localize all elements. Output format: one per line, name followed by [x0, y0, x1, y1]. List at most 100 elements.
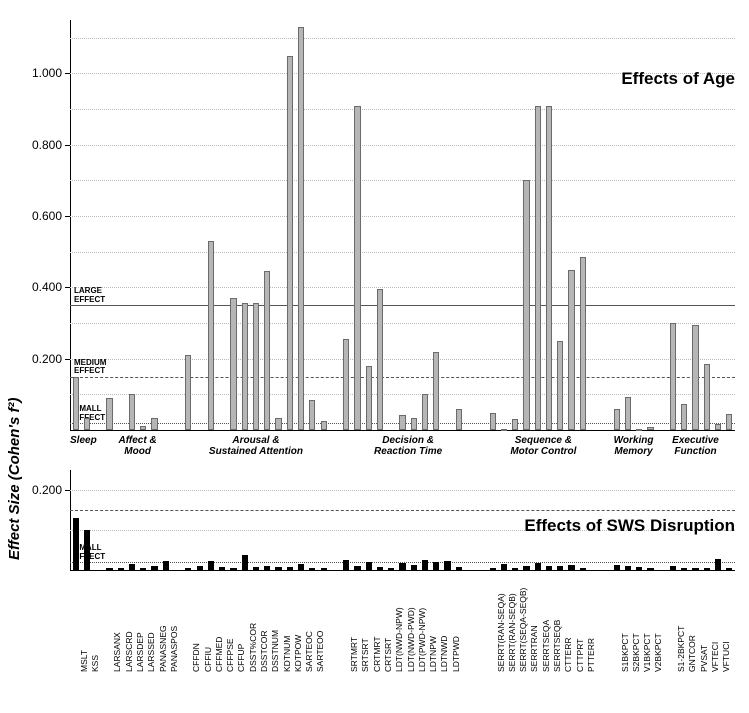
x-tick-label: PVSAT [699, 572, 709, 672]
sws-bar [73, 518, 79, 570]
age-bar [692, 325, 698, 430]
x-tick-label: CFFMED [214, 572, 224, 672]
x-tick-label: MSLT [79, 572, 89, 672]
x-tick-label: SERRT(SEQA-SEQB) [518, 572, 528, 672]
x-tick-label: SERRTRAN [529, 572, 539, 672]
sws-bar [681, 568, 687, 570]
age-bar [151, 418, 157, 430]
category-label: Arousal &Sustained Attention [183, 436, 330, 457]
age-bar [422, 394, 428, 430]
x-tick-label: CRTMRT [372, 572, 382, 672]
x-tick-label: V1BKPCT [642, 572, 652, 672]
sws-bar [501, 564, 507, 570]
x-tick-label: PANASNEG [158, 572, 168, 672]
age-bar [704, 364, 710, 430]
age-bar [490, 413, 496, 430]
x-tick-label: KDTNUM [282, 572, 292, 672]
age-bar [456, 409, 462, 430]
age-bar [343, 339, 349, 430]
sws-bar [197, 566, 203, 570]
x-tick-label: S1BKPCT [620, 572, 630, 672]
age-bar [253, 303, 259, 430]
x-tick-label: PTTERR [586, 572, 596, 672]
sws-bar [456, 567, 462, 570]
age-bar [84, 418, 90, 430]
sws-bar [309, 568, 315, 570]
sws-bar [287, 567, 293, 570]
sws-bar [647, 568, 653, 570]
sws-bar [343, 560, 349, 570]
age-bar [377, 289, 383, 430]
sws-bar [625, 566, 631, 570]
x-tick-label: KSS [90, 572, 100, 672]
sws-bar [726, 568, 732, 570]
x-tick-label: SARTEOO [315, 572, 325, 672]
age-bar [501, 429, 507, 431]
age-bar [309, 400, 315, 430]
sws-bar [230, 568, 236, 570]
age-bar [230, 298, 236, 430]
x-tick-label: KDTPOW [293, 572, 303, 672]
age-bar [681, 404, 687, 430]
category-label: WorkingMemory [611, 436, 656, 457]
sws-bar [84, 530, 90, 570]
age-bar [568, 270, 574, 430]
sws-bar [568, 565, 574, 570]
sws-bar [366, 562, 372, 570]
ytick-top: 1.000 [14, 66, 62, 80]
age-bar [73, 377, 79, 430]
sws-bar [715, 559, 721, 570]
x-tick-label: DSSTNUM [270, 572, 280, 672]
sws-bar [354, 566, 360, 570]
threshold-label: MEDIUMEFFECT [74, 359, 106, 377]
ytick-top: 0.400 [14, 280, 62, 294]
sws-bar [377, 567, 383, 570]
x-tick-label: VFTUCI [721, 572, 731, 672]
category-label: Affect &Mood [104, 436, 172, 457]
sws-bar [151, 566, 157, 570]
x-tick-label: VFTECI [710, 572, 720, 672]
age-bar [275, 418, 281, 430]
sws-bar [433, 562, 439, 570]
sws-bar [490, 568, 496, 570]
age-bar [546, 106, 552, 430]
sws-bar [670, 566, 676, 570]
x-tick-label: CTTPRT [575, 572, 585, 672]
sws-bar [163, 561, 169, 570]
x-tick-label: LDTNWD [439, 572, 449, 672]
sws-bar [444, 561, 450, 570]
x-tick-label: CRTSRT [383, 572, 393, 672]
x-tick-label: LARSSED [146, 572, 156, 672]
x-tick-label: CFFPSE [225, 572, 235, 672]
x-tick-label: GNTCOR [687, 572, 697, 672]
age-bar [647, 427, 653, 430]
sws-bar [185, 568, 191, 570]
sws-bar [118, 568, 124, 570]
age-bar [140, 426, 146, 430]
y-axis-label: Effect Size (Cohen's f²) [6, 398, 23, 560]
x-tick-label: LARSANX [112, 572, 122, 672]
sws-bar [242, 555, 248, 570]
sws-bar [704, 568, 710, 570]
sws-bar [614, 565, 620, 570]
sws-bar [636, 567, 642, 570]
top-panel-title: Effects of Age [621, 69, 735, 89]
x-tick-label: SERRT(RAN-SEQA) [496, 572, 506, 672]
sws-bar [535, 563, 541, 570]
x-tick-label: CTTERR [563, 572, 573, 672]
x-tick-label: LARSCRD [124, 572, 134, 672]
age-bar [512, 419, 518, 430]
category-label: ExecutiveFunction [667, 436, 723, 457]
age-bar [208, 241, 214, 430]
sws-bar [219, 567, 225, 570]
category-label: Sequence &Motor Control [487, 436, 600, 457]
category-label: Decision &Reaction Time [341, 436, 476, 457]
sws-bar [321, 568, 327, 570]
age-bar [557, 341, 563, 430]
age-bar [354, 106, 360, 430]
x-tick-label: DSSTCOR [259, 572, 269, 672]
sws-bar [692, 568, 698, 570]
age-bar [287, 56, 293, 430]
age-bar [614, 409, 620, 430]
sws-bar [388, 568, 394, 570]
